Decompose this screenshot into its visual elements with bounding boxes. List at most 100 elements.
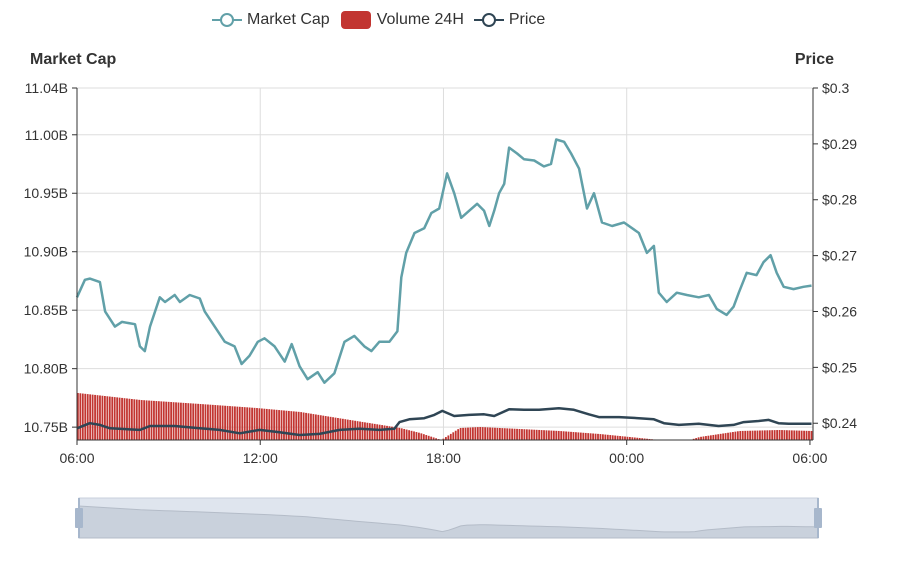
volume-bar: [533, 429, 536, 440]
volume-bar: [626, 436, 629, 440]
volume-bar: [172, 402, 175, 440]
volume-bar: [162, 401, 165, 440]
volume-bar: [224, 405, 226, 440]
volume-bar: [452, 432, 455, 440]
volume-bar: [376, 424, 379, 440]
volume-bar: [157, 401, 160, 440]
volume-bar: [81, 393, 84, 440]
volume-bar: [265, 408, 268, 440]
volume-bar: [143, 400, 146, 440]
volume-bar: [741, 430, 744, 440]
volume-bar: [513, 428, 516, 440]
volume-bar: [793, 430, 796, 440]
volume-bar: [722, 433, 725, 440]
volume-bar: [133, 399, 136, 440]
volume-bar: [386, 425, 388, 440]
volume-bar: [182, 402, 185, 440]
volume-bar: [113, 397, 116, 440]
x-tick-label: 12:00: [243, 450, 278, 466]
right-tick-label: $0.28: [822, 192, 857, 208]
volume-bar: [744, 430, 747, 440]
volume-bar: [91, 394, 94, 440]
volume-bar: [194, 403, 197, 440]
volume-bar: [211, 404, 214, 440]
left-tick-label: 10.95B: [24, 185, 68, 201]
volume-bar: [719, 433, 722, 440]
volume-bar: [614, 435, 617, 440]
volume-bar: [226, 405, 229, 440]
volume-bar: [427, 435, 430, 440]
volume-bar: [611, 435, 614, 440]
volume-bar: [810, 430, 813, 440]
volume-bar: [234, 406, 236, 440]
volume-bar: [494, 427, 496, 440]
volume-bar: [356, 421, 359, 440]
legend-item-price[interactable]: Price: [473, 11, 545, 29]
volume-bar: [241, 406, 244, 440]
volume-bar: [739, 430, 742, 440]
volume-bar: [285, 410, 288, 440]
volume-bar: [135, 399, 138, 440]
volume-bar: [305, 412, 307, 440]
volume-bar: [99, 395, 101, 440]
volume-bar: [214, 405, 217, 440]
volume-bar: [783, 430, 786, 440]
volume-bar: [471, 427, 474, 440]
volume-bar: [207, 404, 209, 440]
volume-bar: [707, 435, 710, 440]
volume-bar: [776, 430, 778, 440]
data-zoom-slider[interactable]: [75, 497, 822, 539]
volume-bar: [496, 427, 499, 440]
legend-item-market-cap[interactable]: Market Cap: [212, 11, 330, 29]
volume-bar: [170, 402, 173, 440]
volume-bar: [422, 434, 425, 440]
volume-bar: [366, 422, 369, 440]
right-tick-label: $0.27: [822, 248, 857, 264]
volume-bar: [96, 395, 99, 440]
volume-bar: [518, 428, 521, 440]
volume-bar: [530, 429, 533, 440]
volume-bar: [498, 427, 501, 440]
volume-bar: [717, 434, 720, 440]
volume-bar: [643, 438, 646, 440]
volume-bar: [616, 435, 619, 440]
volume-bar: [521, 429, 523, 440]
volume-bar: [773, 430, 776, 440]
volume-bar: [118, 397, 121, 440]
volume-bar: [410, 430, 413, 440]
volume-bar: [373, 423, 376, 440]
volume-bar: [788, 430, 791, 440]
volume-bar: [528, 429, 531, 440]
volume-bar: [180, 402, 182, 440]
volume-bar: [275, 409, 278, 440]
left-tick-label: 11.00B: [25, 127, 68, 143]
volume-bar: [579, 432, 582, 440]
volume-bar: [648, 438, 651, 440]
volume-bar: [506, 428, 509, 440]
volume-bar: [307, 413, 310, 440]
volume-bar: [790, 430, 793, 440]
volume-bar: [445, 437, 447, 440]
volume-bar: [332, 417, 334, 440]
volume-bar: [103, 396, 106, 440]
volume-bar: [197, 403, 200, 440]
volume-bar: [454, 430, 457, 440]
volume-bar: [432, 437, 435, 440]
volume-bar: [545, 430, 548, 440]
volume-bar: [329, 416, 332, 440]
legend-label: Market Cap: [247, 11, 330, 28]
volume-bar: [121, 397, 123, 440]
volume-bar: [359, 421, 361, 440]
volume-bar: [302, 412, 305, 440]
volume-bar: [474, 427, 477, 440]
volume-bar: [319, 415, 322, 440]
legend-item-volume[interactable]: Volume 24H: [340, 10, 464, 30]
left-tick-label: 10.80B: [24, 361, 68, 377]
volume-bar: [709, 435, 712, 440]
volume-bar: [729, 432, 732, 440]
volume-bar: [778, 430, 781, 440]
volume-bar: [771, 430, 774, 440]
volume-bar: [418, 432, 420, 440]
volume-bar: [391, 426, 393, 440]
